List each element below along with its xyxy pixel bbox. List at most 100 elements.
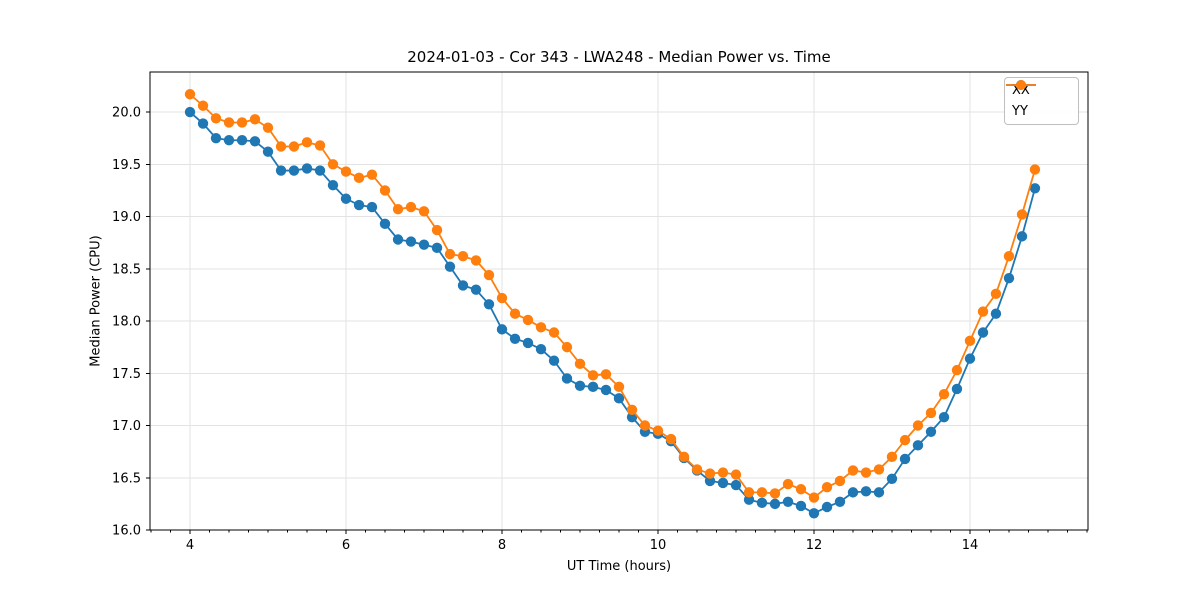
- data-point-yy: [756, 487, 768, 498]
- data-point-yy: [1029, 164, 1041, 175]
- data-point-xx: [431, 242, 443, 254]
- data-point-yy: [353, 172, 365, 184]
- data-point-xx: [184, 106, 196, 118]
- data-point-xx: [717, 477, 729, 489]
- data-point-yy: [548, 327, 560, 338]
- data-point-yy: [314, 140, 326, 151]
- data-point-yy: [483, 269, 495, 281]
- data-point-xx: [847, 487, 859, 498]
- legend: XX YY: [1004, 77, 1079, 125]
- data-point-yy: [600, 369, 612, 380]
- data-point-yy: [691, 464, 703, 475]
- data-point-yy: [327, 159, 339, 170]
- x-tick-label: 8: [498, 538, 506, 553]
- series-layer: [184, 89, 1041, 519]
- data-point-xx: [730, 479, 742, 491]
- y-axis-label: Median Power (CPU): [88, 235, 104, 367]
- data-point-yy: [639, 420, 651, 431]
- data-point-yy: [392, 204, 404, 215]
- data-point-xx: [366, 201, 378, 213]
- data-point-yy: [223, 117, 235, 128]
- data-point-xx: [873, 487, 885, 498]
- data-point-xx: [821, 501, 833, 513]
- data-point-yy: [1003, 251, 1015, 262]
- data-point-xx: [769, 498, 781, 510]
- data-point-xx: [899, 453, 911, 465]
- data-point-yy: [782, 478, 794, 490]
- grid-layer: [150, 72, 1088, 531]
- data-point-yy: [262, 122, 274, 133]
- data-point-yy: [795, 484, 807, 495]
- data-point-xx: [925, 426, 937, 437]
- data-point-yy: [288, 141, 300, 152]
- data-point-yy: [496, 292, 508, 304]
- data-point-xx: [405, 236, 417, 247]
- y-tick-label: 19.5: [112, 158, 141, 173]
- data-point-xx: [938, 411, 950, 423]
- data-point-yy: [951, 364, 963, 376]
- data-point-yy: [964, 335, 976, 347]
- data-point-xx: [613, 393, 625, 404]
- data-point-xx: [1029, 183, 1041, 194]
- data-point-yy: [405, 201, 417, 213]
- data-point-xx: [236, 135, 248, 146]
- data-point-yy: [197, 100, 209, 111]
- data-point-xx: [912, 440, 924, 451]
- data-point-yy: [626, 404, 638, 416]
- y-tick-label: 18.0: [112, 315, 141, 330]
- data-point-yy: [652, 425, 664, 436]
- data-point-xx: [340, 193, 352, 204]
- data-point-xx: [886, 473, 898, 484]
- data-point-yy: [431, 224, 443, 236]
- data-point-xx: [990, 308, 1002, 319]
- data-point-xx: [1016, 231, 1028, 242]
- data-point-yy: [912, 420, 924, 431]
- data-point-yy: [561, 341, 573, 353]
- data-point-yy: [847, 465, 859, 476]
- data-point-xx: [834, 496, 846, 507]
- data-point-xx: [444, 261, 456, 272]
- data-point-xx: [353, 199, 365, 211]
- data-point-xx: [314, 165, 326, 176]
- data-point-xx: [496, 324, 508, 335]
- data-point-yy: [899, 434, 911, 446]
- data-point-xx: [782, 496, 794, 507]
- data-point-xx: [1003, 272, 1015, 284]
- data-point-yy: [1016, 209, 1028, 220]
- data-point-yy: [379, 185, 391, 196]
- data-point-xx: [327, 179, 339, 191]
- y-tick-label: 17.5: [112, 367, 141, 382]
- data-point-yy: [821, 481, 833, 493]
- legend-marker-yy: [1006, 80, 1036, 90]
- data-point-yy: [990, 288, 1002, 300]
- data-point-yy: [678, 451, 690, 463]
- data-point-yy: [587, 370, 599, 381]
- data-point-xx: [275, 165, 287, 176]
- data-point-xx: [262, 146, 274, 157]
- legend-item-yy: YY: [1006, 80, 1071, 121]
- data-point-yy: [340, 166, 352, 177]
- data-point-xx: [795, 500, 807, 512]
- x-tick-label: 6: [342, 538, 350, 553]
- data-point-xx: [223, 135, 235, 146]
- data-point-yy: [184, 89, 196, 100]
- data-point-xx: [418, 239, 430, 250]
- data-point-yy: [509, 308, 521, 319]
- data-point-xx: [574, 380, 586, 391]
- chart-title: 2024-01-03 - Cor 343 - LWA248 - Median P…: [407, 48, 831, 66]
- data-point-yy: [275, 141, 287, 152]
- y-tick-label: 18.5: [112, 262, 141, 277]
- data-point-xx: [587, 381, 599, 393]
- x-tick-label: 10: [650, 538, 667, 553]
- data-point-xx: [288, 165, 300, 176]
- data-point-xx: [964, 353, 976, 364]
- data-point-yy: [613, 381, 625, 393]
- data-point-xx: [379, 218, 391, 230]
- data-point-yy: [366, 169, 378, 180]
- data-point-yy: [925, 407, 937, 419]
- data-point-yy: [418, 206, 430, 217]
- data-point-yy: [444, 248, 456, 260]
- data-point-yy: [210, 113, 222, 124]
